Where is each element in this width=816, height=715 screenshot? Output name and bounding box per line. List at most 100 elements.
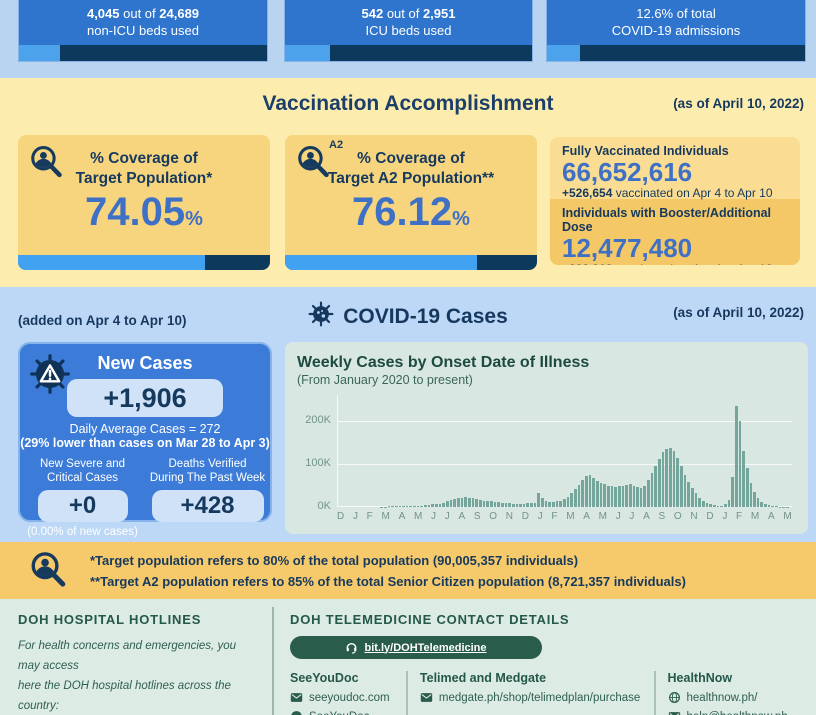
chart-bar xyxy=(720,505,723,507)
gridline-200k xyxy=(338,421,792,422)
admissions-label: COVID-19 admissions xyxy=(611,23,741,38)
chart-month-label: N xyxy=(505,511,513,522)
non-icu-used-value: 4,045 xyxy=(86,6,120,21)
fully-vaccinated-label: Fully Vaccinated Individuals xyxy=(562,144,729,158)
chart-month-label: F xyxy=(551,511,558,522)
chart-month-label: A xyxy=(398,511,406,522)
coverage-a2-percentage-value: 76.12% xyxy=(352,190,470,234)
fully-vaccinated-delta: +526,654 vaccinated on Apr 4 to Apr 10 xyxy=(562,186,773,200)
seeyoudoc-website[interactable]: seeyoudoc.com xyxy=(309,691,390,704)
chart-plot-area: 200K 100K 0K xyxy=(297,395,796,512)
chart-bar xyxy=(526,503,530,507)
chart-bar xyxy=(654,466,658,507)
admissions-card: 12.6% of total COVID-19 admissions xyxy=(546,0,806,62)
chart-bar xyxy=(698,497,701,507)
admissions-progress-bar xyxy=(547,45,805,61)
new-cases-value: +1,906 xyxy=(67,379,223,417)
chart-month-label: A xyxy=(643,511,650,522)
cases-section: (added on Apr 4 to Apr 10) COVID-19 Cas xyxy=(0,287,816,542)
admissions-progress-fill xyxy=(547,45,580,61)
chart-month-label: J xyxy=(537,511,543,522)
messenger-icon xyxy=(290,710,303,715)
chart-month-label: O xyxy=(673,511,682,522)
chart-month-label: M xyxy=(566,511,575,522)
healthnow-website-row: healthnow.ph/ xyxy=(668,691,796,704)
chart-month-label: M xyxy=(598,511,607,522)
chart-bar xyxy=(478,499,482,507)
chart-month-label: J xyxy=(352,511,358,522)
footer-contacts: DOH HOSPITAL HOTLINES For health concern… xyxy=(0,599,816,715)
fully-vaccinated-box: Fully Vaccinated Individuals 66,652,616 … xyxy=(550,137,800,200)
chart-bar xyxy=(647,480,650,507)
chart-bar xyxy=(420,505,424,507)
chart-bar xyxy=(705,503,709,507)
chart-bar xyxy=(435,504,438,507)
chart-bar xyxy=(694,493,698,507)
chart-bar xyxy=(625,484,628,507)
healthnow-email[interactable]: help@healthnow.ph xyxy=(687,711,788,715)
coverage-progress-fill xyxy=(18,255,205,270)
healthnow-website[interactable]: healthnow.ph/ xyxy=(686,691,758,704)
deaths-value: +428 xyxy=(151,490,264,522)
chart-bar xyxy=(712,505,716,507)
chart-bar xyxy=(632,485,636,507)
chart-bar xyxy=(519,503,522,507)
severe-critical-note: (0.00% of new cases) xyxy=(27,526,138,538)
non-icu-progress-bar xyxy=(19,45,267,61)
chart-bar xyxy=(504,503,508,507)
healthnow-column: HealthNow healthnow.ph/ help@healthnow.p… xyxy=(668,671,806,715)
chart-bar xyxy=(409,506,413,507)
chart-month-label: F xyxy=(366,511,373,522)
new-cases-subcolumns: New Severe and Critical Cases +0 (0.00% … xyxy=(20,457,270,538)
headset-icon xyxy=(345,641,358,654)
chart-bar xyxy=(610,486,614,507)
chart-bar xyxy=(595,481,599,507)
chart-bar xyxy=(511,503,515,507)
chart-bar xyxy=(723,503,727,507)
coverage-a2-card-title: % Coverage of Target A2 Population** xyxy=(327,150,495,187)
magnifier-person-icon-footnote xyxy=(28,550,70,597)
chart-bar xyxy=(621,485,625,507)
chart-bar xyxy=(424,505,427,507)
chart-bars xyxy=(340,395,792,507)
magnifier-person-a2-icon xyxy=(295,144,333,187)
coverage-target-population-card: % Coverage of Target Population* 74.05% xyxy=(18,135,270,270)
chart-bar xyxy=(500,502,504,507)
healthnow-email-row: help@healthnow.ph xyxy=(668,710,796,715)
seeyoudoc-messenger[interactable]: SeeYouDoc xyxy=(309,711,369,715)
chart-bar xyxy=(672,451,676,507)
chart-bar xyxy=(691,487,694,507)
seeyoudoc-website-row: seeyoudoc.com xyxy=(290,691,396,704)
footer-divider-vertical xyxy=(272,607,274,715)
deaths-column: Deaths Verified During The Past Week +42… xyxy=(145,457,270,538)
chart-bar xyxy=(734,405,738,507)
telemedicine-title: DOH TELEMEDICINE CONTACT DETAILS xyxy=(290,612,570,627)
chart-month-label: S xyxy=(658,511,666,522)
chart-bar xyxy=(756,498,760,507)
chart-bar xyxy=(581,480,584,507)
y-tick-0k: 0K xyxy=(317,500,331,512)
daily-average-text: Daily Average Cases = 272 xyxy=(69,422,221,436)
chart-month-label: J xyxy=(444,511,450,522)
chart-bar xyxy=(599,482,603,507)
chart-bar xyxy=(489,501,493,507)
icu-beds-card: 542 out of 2,951 ICU beds used xyxy=(284,0,533,62)
non-icu-beds-label: non-ICU beds used xyxy=(86,23,199,38)
medgate-website[interactable]: medgate.ph/shop/telimedplan/purchase xyxy=(438,691,641,704)
seeyoudoc-column: SeeYouDoc seeyoudoc.com SeeYouDoc xyxy=(290,671,406,715)
mail-icon xyxy=(420,691,433,704)
chart-month-label: M xyxy=(381,511,390,522)
chart-bar xyxy=(486,500,489,507)
chart-month-label: S xyxy=(473,511,481,522)
telimed-medgate-column: Telimed and Medgate medgate.ph/shop/teli… xyxy=(420,671,654,715)
chart-bar xyxy=(742,451,745,507)
booster-box: Individuals with Booster/Additional Dose… xyxy=(550,199,800,265)
chart-bar xyxy=(438,503,442,507)
chart-bar xyxy=(709,504,712,507)
chart-bar xyxy=(515,503,519,507)
bed-capacity-section: 4,045 out of 24,689 non-ICU beds used 54… xyxy=(0,0,816,78)
chart-bar xyxy=(460,497,464,507)
chart-bar xyxy=(701,500,705,507)
telemedicine-link-button[interactable]: bit.ly/DOHTelemedicine xyxy=(290,636,542,659)
